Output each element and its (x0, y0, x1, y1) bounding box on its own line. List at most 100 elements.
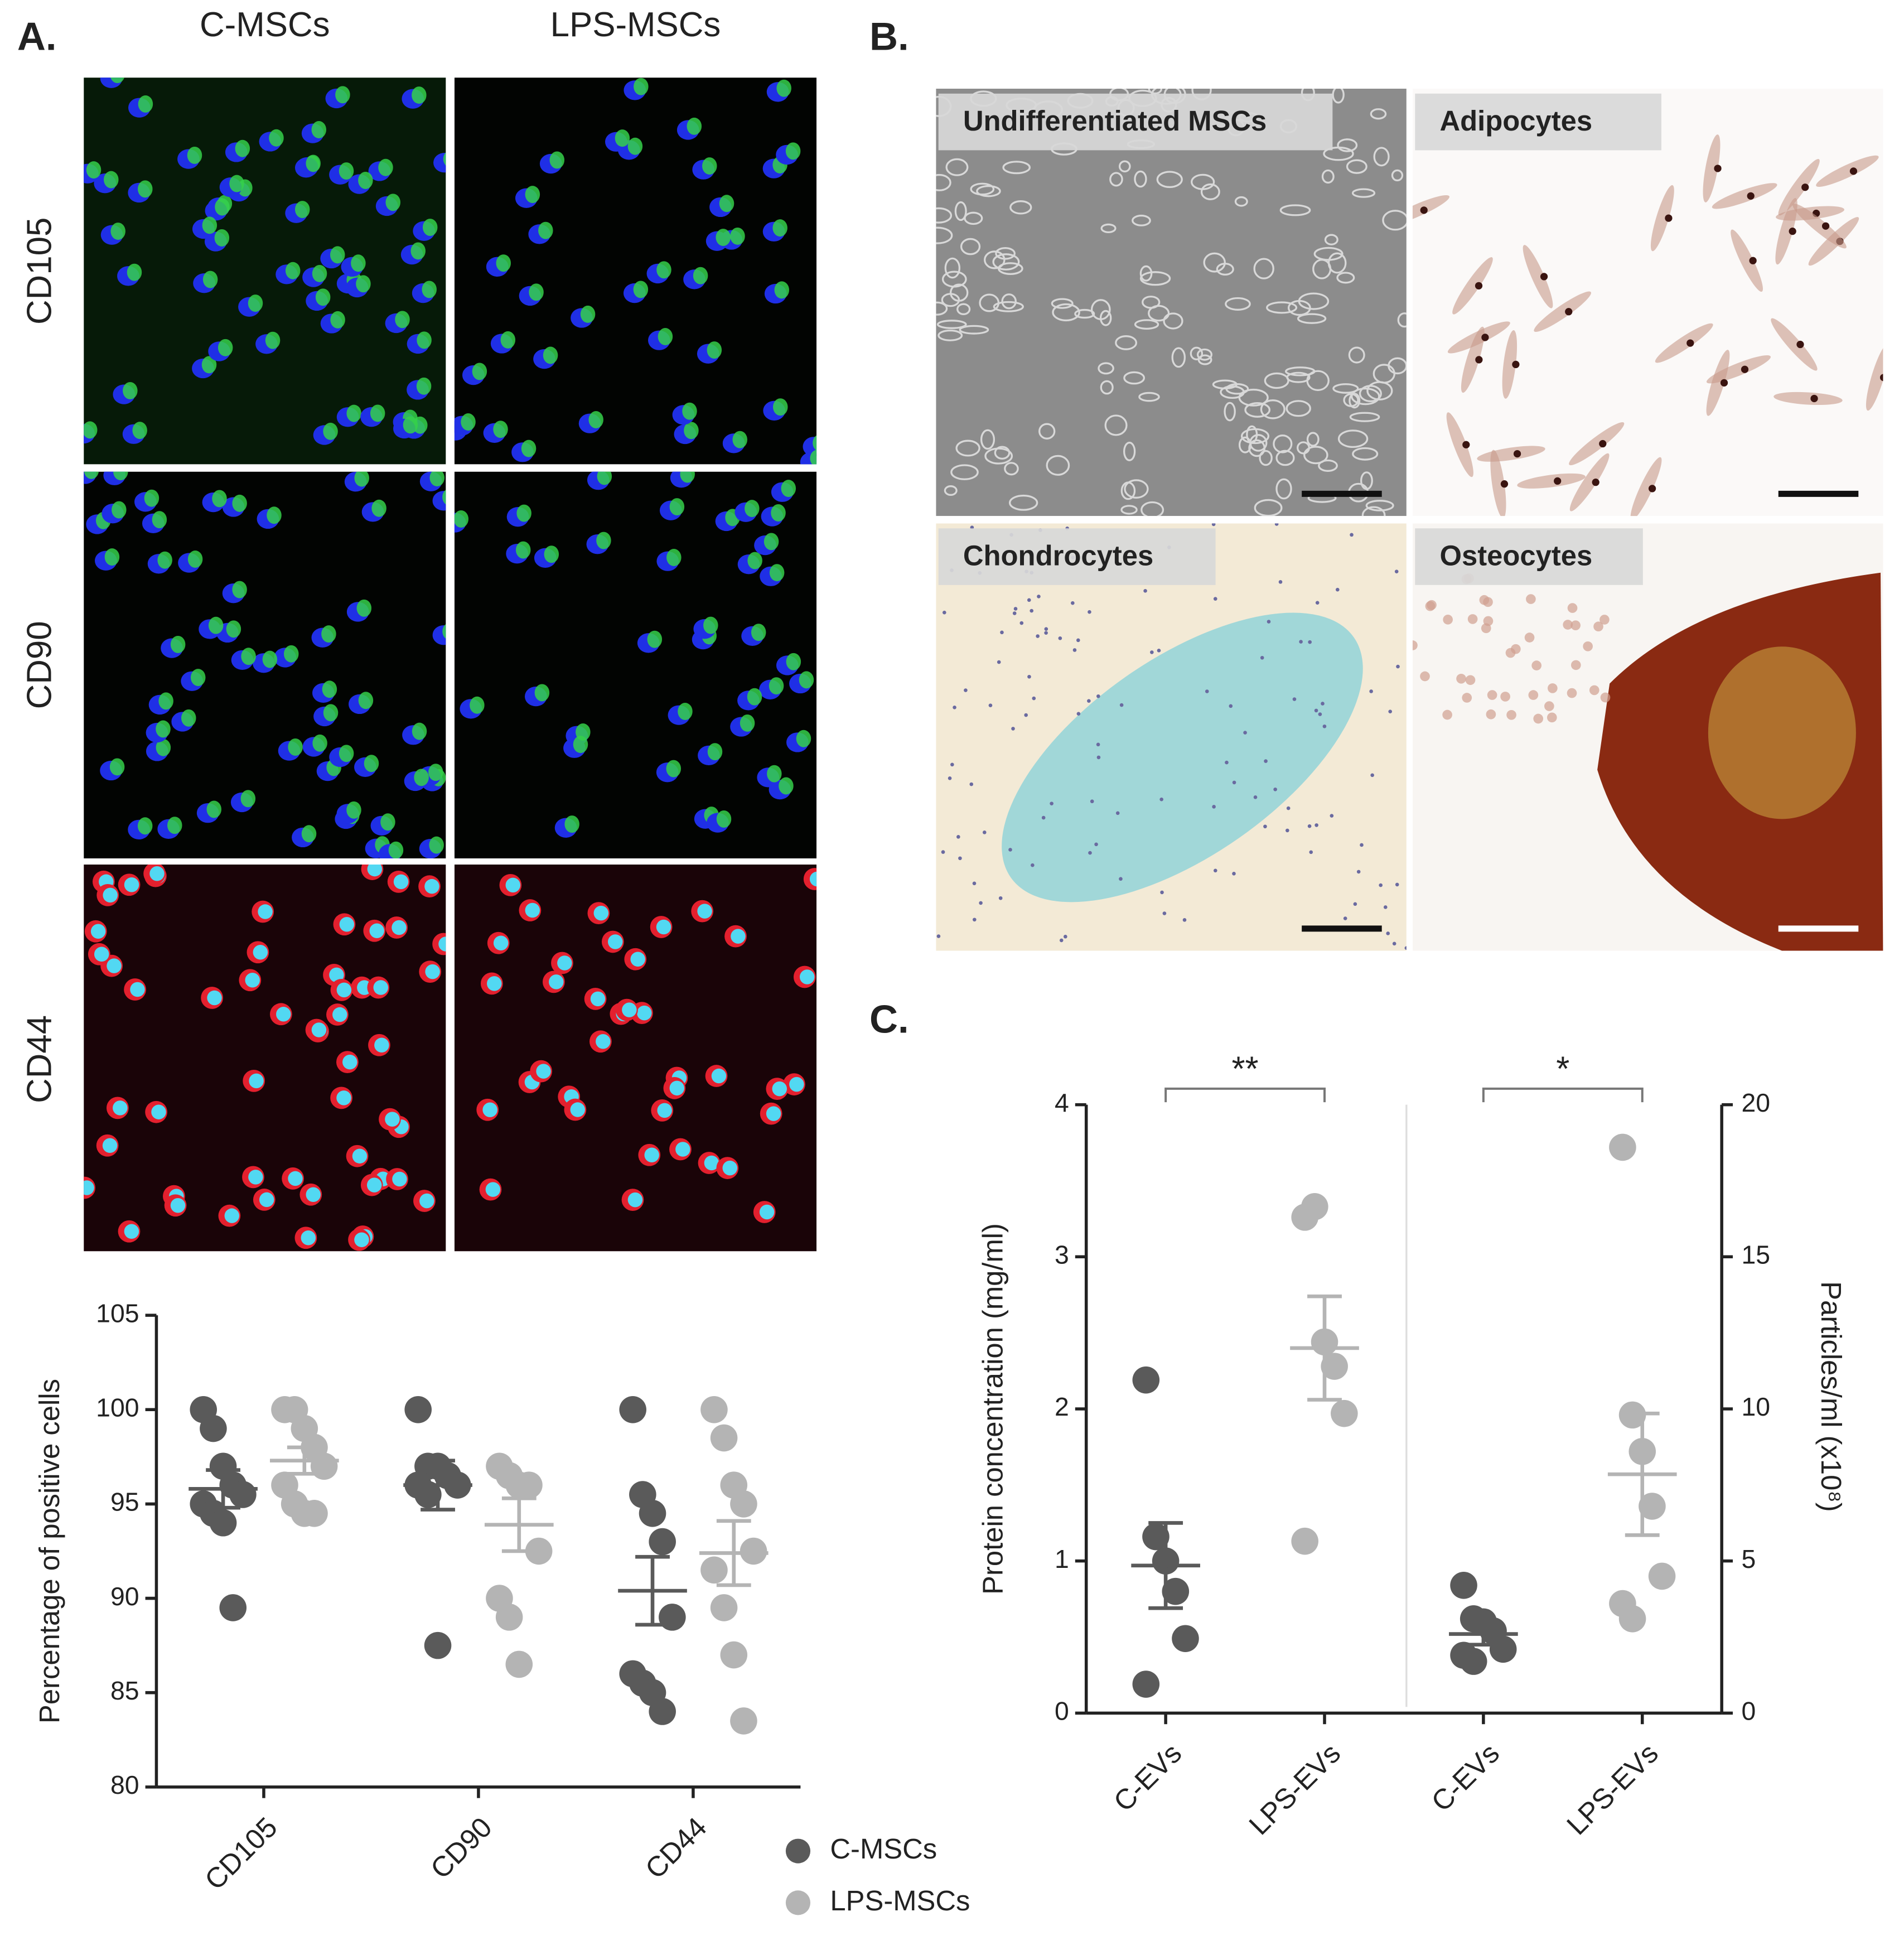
y-tick-label: 90 (110, 1582, 139, 1611)
marker (496, 254, 511, 272)
x-tick-label: LPS-EVs (1243, 1737, 1346, 1841)
data-point (209, 1509, 237, 1537)
cell (1139, 265, 1153, 282)
nucleus (301, 1230, 316, 1245)
cell (1866, 344, 1883, 411)
marker (781, 480, 796, 498)
y2-tick-label: 10 (1742, 1392, 1771, 1421)
cell (945, 158, 969, 176)
marker (538, 221, 553, 239)
image-label-bg (1415, 93, 1661, 151)
micrograph-bg (454, 865, 817, 1252)
droplet (1720, 379, 1728, 387)
nucleus (90, 924, 106, 939)
cell (1009, 200, 1032, 215)
marker (104, 548, 120, 566)
data-point (1162, 1577, 1190, 1605)
cell (1143, 589, 1147, 593)
data-point (1609, 1133, 1636, 1161)
image-label: Undifferentiated MSCs (963, 105, 1267, 137)
marker (403, 416, 418, 434)
cell (1404, 946, 1407, 950)
marker (732, 431, 747, 448)
marker (634, 78, 649, 95)
deposit (1548, 683, 1558, 693)
micrograph (454, 78, 817, 465)
nucleus (607, 934, 623, 949)
cell (1452, 257, 1493, 315)
marker (354, 471, 369, 487)
cell (1337, 429, 1369, 448)
data-point (1291, 1527, 1318, 1555)
nucleus (799, 969, 815, 984)
droplet (1513, 450, 1521, 458)
nucleus (657, 1103, 672, 1118)
marker (680, 471, 695, 483)
cell (1211, 523, 1216, 527)
marker (226, 620, 241, 638)
marker (285, 262, 301, 279)
cell (1119, 877, 1123, 881)
y2-tick-label: 5 (1742, 1544, 1756, 1573)
nucleus (336, 982, 352, 998)
marker (656, 261, 671, 279)
cell (1298, 292, 1330, 310)
marker (429, 836, 444, 854)
cell (1332, 383, 1359, 394)
cell (1134, 170, 1147, 188)
nucleus (84, 1180, 94, 1195)
y-tick-label: 105 (96, 1298, 139, 1327)
cell (1213, 868, 1217, 873)
cell (1096, 755, 1101, 760)
nucleus (102, 1138, 118, 1153)
marker (144, 489, 160, 507)
cell (979, 293, 1000, 312)
marker (472, 363, 487, 380)
deposit (1465, 675, 1476, 685)
cell (1397, 312, 1407, 328)
deposit (1487, 690, 1497, 700)
data-point (639, 1500, 666, 1527)
cell (1382, 210, 1407, 231)
cell (1395, 882, 1399, 887)
droplet (1741, 365, 1749, 373)
marker (214, 229, 230, 247)
cell (1392, 942, 1396, 946)
cell (1142, 296, 1161, 309)
marker (412, 722, 427, 740)
cell (956, 303, 971, 315)
deposit (1467, 614, 1478, 624)
nucleus (637, 1005, 652, 1021)
cell (1224, 402, 1236, 422)
nucleus (622, 1002, 637, 1017)
nucleus (149, 866, 165, 881)
data-point (525, 1537, 553, 1565)
marker (774, 281, 790, 299)
column-header: LPS-MSCs (550, 6, 721, 44)
cell (1534, 291, 1592, 332)
panel-label: C. (869, 997, 909, 1041)
nucleus (107, 958, 122, 973)
y-tick-label: 4 (1055, 1088, 1069, 1117)
nucleus (722, 1160, 738, 1176)
deposit (1583, 641, 1593, 651)
nucleus (731, 929, 746, 944)
nucleus (224, 1208, 240, 1223)
cell (1200, 183, 1220, 200)
nucleus (332, 1007, 347, 1022)
nucleus (367, 865, 383, 877)
cell (1156, 171, 1183, 189)
cell (1292, 697, 1297, 701)
cell (1090, 299, 1111, 320)
cell (936, 934, 941, 938)
cell (1212, 805, 1216, 809)
marker (796, 730, 811, 747)
cell (1096, 694, 1100, 698)
cell (1330, 814, 1334, 818)
nucleus (675, 1142, 690, 1157)
y-tick-label: 1 (1055, 1544, 1069, 1573)
marker (703, 616, 718, 634)
image-label: Adipocytes (1439, 105, 1592, 137)
cell (1205, 689, 1209, 693)
marker (356, 599, 372, 617)
